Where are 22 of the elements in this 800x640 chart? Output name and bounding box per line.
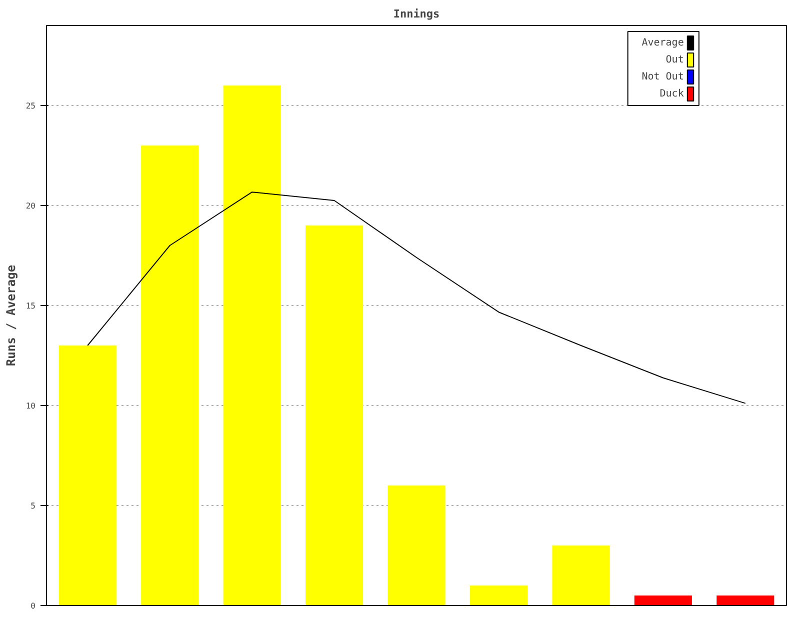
bar: [716, 596, 774, 606]
bar: [58, 346, 116, 606]
bar: [223, 86, 281, 606]
bar: [552, 546, 610, 606]
bar: [470, 586, 528, 606]
y-tick-label: 15: [26, 302, 36, 310]
y-tick-label: 25: [26, 102, 36, 110]
legend-label: Out: [666, 54, 684, 66]
chart-title: Innings: [393, 8, 440, 20]
legend-label: Not Out: [642, 72, 684, 82]
legend-label: Duck: [660, 88, 684, 100]
legend-label: Average: [642, 38, 684, 48]
bar: [634, 596, 692, 606]
line-series: [87, 192, 746, 404]
y-tick-label: 5: [30, 502, 36, 510]
y-tick-label: 0: [30, 602, 36, 610]
bar: [388, 486, 446, 606]
y-tick-label: 10: [26, 402, 36, 410]
y-axis-title: Runs / Average: [4, 264, 18, 366]
y-tick-label: 20: [26, 202, 36, 210]
bar: [306, 226, 364, 606]
bar: [141, 146, 199, 606]
